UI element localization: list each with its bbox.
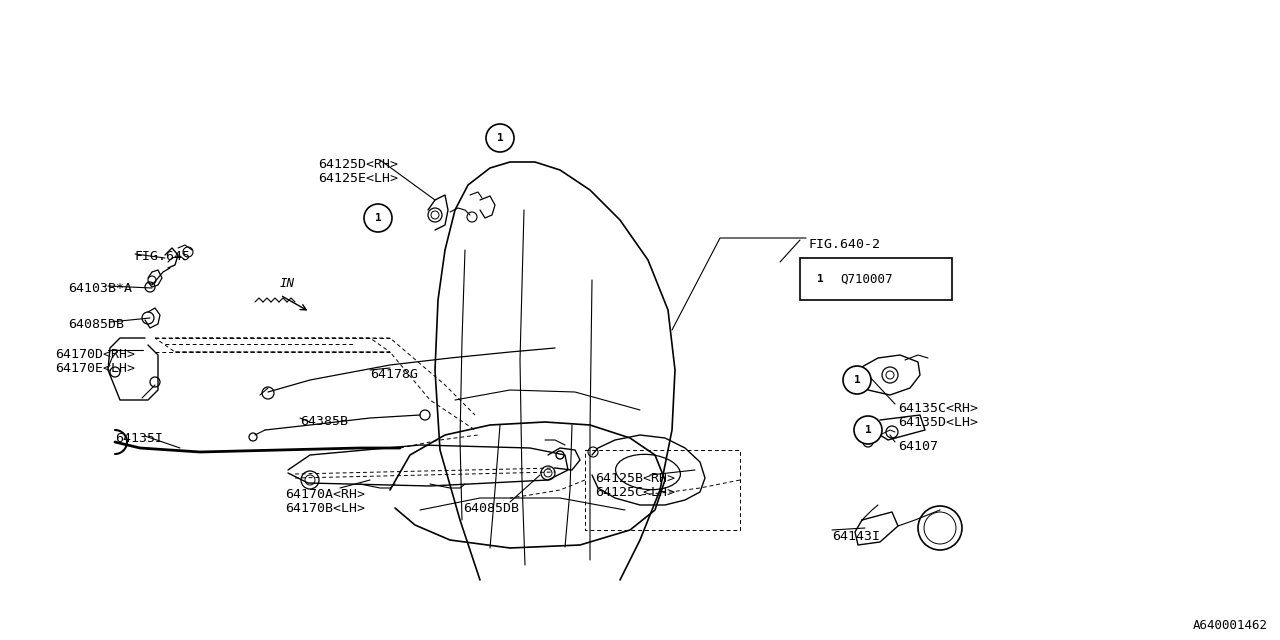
- Text: 64125E<LH>: 64125E<LH>: [317, 172, 398, 185]
- Text: 1: 1: [497, 133, 503, 143]
- Circle shape: [844, 366, 870, 394]
- Text: FIG.640-2: FIG.640-2: [808, 238, 881, 251]
- Text: 64085DB: 64085DB: [463, 502, 518, 515]
- Text: 64135D<LH>: 64135D<LH>: [899, 416, 978, 429]
- Text: 64385B: 64385B: [300, 415, 348, 428]
- Text: 64170E<LH>: 64170E<LH>: [55, 362, 134, 375]
- Text: IN: IN: [280, 277, 294, 290]
- Text: 64125B<RH>: 64125B<RH>: [595, 472, 675, 485]
- Text: 64135I: 64135I: [115, 432, 163, 445]
- Text: FIG.645: FIG.645: [134, 250, 191, 263]
- Text: 1: 1: [375, 213, 381, 223]
- Text: 64170D<RH>: 64170D<RH>: [55, 348, 134, 361]
- Circle shape: [808, 267, 832, 291]
- Text: 64125C<LH>: 64125C<LH>: [595, 486, 675, 499]
- Text: 64170B<LH>: 64170B<LH>: [285, 502, 365, 515]
- Text: 64107: 64107: [899, 440, 938, 453]
- Text: A640001462: A640001462: [1193, 619, 1268, 632]
- Text: 64170A<RH>: 64170A<RH>: [285, 488, 365, 501]
- Text: 1: 1: [864, 425, 872, 435]
- Text: 1: 1: [817, 274, 823, 284]
- Text: 1: 1: [854, 375, 860, 385]
- Circle shape: [364, 204, 392, 232]
- Text: 64085DB: 64085DB: [68, 318, 124, 331]
- Circle shape: [486, 124, 515, 152]
- Text: 64125D<RH>: 64125D<RH>: [317, 158, 398, 171]
- Text: 64135C<RH>: 64135C<RH>: [899, 402, 978, 415]
- Text: 64178G: 64178G: [370, 368, 419, 381]
- Text: 64103B*A: 64103B*A: [68, 282, 132, 295]
- Circle shape: [854, 416, 882, 444]
- Text: Q710007: Q710007: [840, 273, 892, 285]
- Text: 64143I: 64143I: [832, 530, 881, 543]
- FancyBboxPatch shape: [800, 258, 952, 300]
